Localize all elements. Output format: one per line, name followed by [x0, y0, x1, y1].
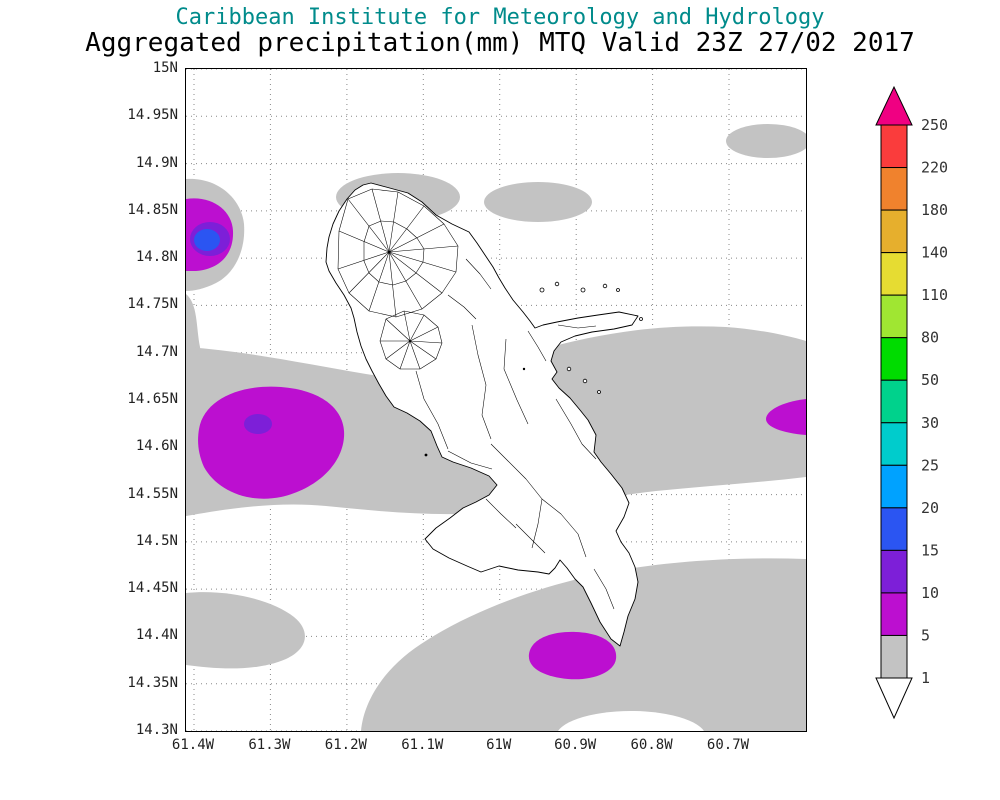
map-point-marker — [522, 367, 526, 371]
radial-drainage-lines-north — [337, 188, 459, 318]
watershed-line — [557, 324, 597, 329]
offshore-islets — [424, 281, 643, 457]
colorbar-segment — [880, 167, 908, 211]
colorbar-scale: 250 220 180 140 110 80 50 30 25 20 15 10 5 1 — [875, 85, 948, 720]
lon-tick-label: 60.7W — [706, 737, 750, 753]
colorbar-segment — [880, 379, 908, 424]
colorbar-segment — [880, 252, 908, 296]
colorbar-segment — [880, 422, 908, 466]
map-plot-area — [185, 68, 807, 732]
lat-tick-label: 14.35N — [127, 674, 178, 691]
lat-tick-label: 14.55N — [127, 485, 178, 502]
watershed-line — [503, 338, 529, 425]
colorbar-level-label: 5 — [921, 627, 930, 645]
watershed-line — [485, 498, 517, 529]
colorbar-level-label: 80 — [921, 329, 939, 347]
colorbar-level-label: 180 — [921, 201, 948, 219]
watershed-line — [527, 330, 547, 362]
chart-title: Caribbean Institute for Meteorology and … — [175, 5, 825, 30]
gray-region-northeast — [726, 124, 806, 158]
gray-region-southwest-edge — [186, 592, 305, 669]
colorbar: 250 220 180 140 110 80 50 30 25 20 15 10 5 1 — [875, 85, 985, 735]
gray-region-north-ellipse — [484, 182, 592, 222]
colorbar-level-label: 25 — [921, 456, 939, 474]
lon-tick-label: 61W — [486, 737, 512, 753]
colorbar-segment — [880, 124, 908, 169]
lon-tick-label: 60.9W — [554, 737, 597, 753]
colorbar-segment — [880, 209, 908, 254]
colorbar-segment — [880, 464, 908, 509]
watershed-line — [515, 523, 546, 554]
colorbar-level-label: 50 — [921, 371, 939, 389]
watershed-line — [447, 294, 477, 320]
lat-tick-label: 14.45N — [127, 580, 178, 597]
colorbar-level-label: 140 — [921, 244, 948, 262]
lat-tick-label: 14.3N — [135, 721, 178, 738]
lat-tick-label: 14.6N — [135, 438, 178, 455]
colorbar-level-label: 15 — [921, 541, 939, 559]
magenta-region-east-edge — [766, 399, 806, 435]
watershed-line — [415, 370, 449, 450]
colorbar-level-label: 10 — [921, 584, 939, 602]
lon-tick-label: 61.1W — [401, 737, 444, 753]
violet-core-west-blob — [244, 414, 272, 434]
lat-tick-label: 14.85N — [127, 201, 178, 218]
colorbar-segment — [880, 549, 908, 594]
lat-tick-label: 14.4N — [135, 627, 178, 644]
colorbar-level-label: 20 — [921, 499, 939, 517]
lat-tick-label: 14.8N — [135, 249, 178, 266]
colorbar-segment — [880, 592, 908, 636]
colorbar-segment — [880, 634, 908, 679]
watershed-line — [541, 498, 587, 558]
martinique-island — [325, 182, 643, 647]
lon-tick-label: 61.2W — [324, 737, 367, 753]
magenta-region-west-blob — [198, 386, 345, 499]
watershed-line — [447, 450, 493, 470]
lat-tick-label: 14.75N — [127, 296, 178, 313]
lon-tick-label: 60.8W — [630, 737, 673, 753]
colorbar-level-label: 30 — [921, 414, 939, 432]
map-point-marker — [424, 453, 428, 457]
lon-tick-label: 61.3W — [248, 737, 291, 753]
island-interior-boundaries — [337, 188, 615, 610]
lon-tick-label: 61.4W — [171, 737, 215, 753]
radial-drainage-lines-carbet — [380, 310, 443, 370]
watershed-line — [471, 324, 492, 440]
chart-subtitle: Aggregated precipitation(mm) MTQ Valid 2… — [85, 28, 915, 58]
colorbar-arrow-top — [875, 85, 913, 126]
colorbar-segment — [880, 507, 908, 551]
colorbar-level-label: 220 — [921, 159, 948, 177]
blue-core-northwest — [194, 229, 220, 251]
watershed-line — [490, 443, 543, 549]
colorbar-arrow-bottom — [875, 677, 913, 720]
precipitation-map — [186, 69, 806, 731]
colorbar-level-label: 110 — [921, 286, 948, 304]
colorbar-level-label: 1 — [921, 669, 930, 687]
colorbar-segment — [880, 337, 908, 381]
colorbar-segment — [880, 294, 908, 339]
lat-tick-label: 14.9N — [135, 154, 178, 171]
lat-tick-label: 14.65N — [127, 390, 178, 407]
lat-tick-label: 14.5N — [135, 532, 178, 549]
lat-tick-label: 14.95N — [127, 107, 178, 124]
lat-tick-label: 15N — [152, 60, 178, 76]
magenta-region-south-of-island — [528, 631, 617, 680]
watershed-line — [465, 258, 492, 290]
colorbar-level-label: 250 — [921, 116, 948, 134]
white-gap-south — [558, 711, 704, 731]
watershed-line — [593, 568, 615, 610]
watershed-line — [555, 398, 597, 460]
lat-tick-label: 14.7N — [135, 343, 178, 360]
